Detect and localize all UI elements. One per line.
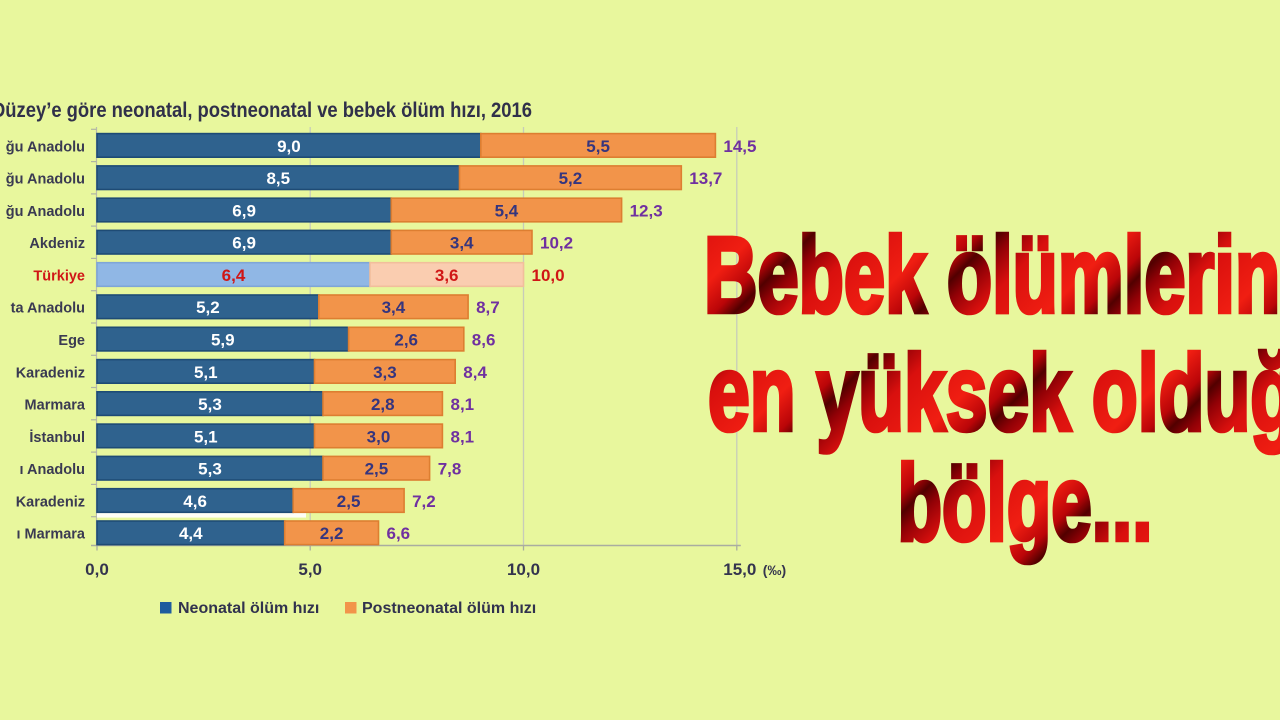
svg-text:3,3: 3,3: [373, 363, 397, 382]
svg-text:15,0: 15,0: [723, 560, 756, 579]
svg-text:2,2: 2,2: [320, 524, 344, 543]
svg-text:7,8: 7,8: [438, 460, 462, 479]
svg-text:5,1: 5,1: [194, 363, 218, 382]
svg-text:3,4: 3,4: [382, 298, 406, 317]
svg-text:14,5: 14,5: [723, 137, 756, 156]
svg-text:Ege: Ege: [58, 333, 85, 349]
svg-text:İstanbul: İstanbul: [29, 429, 85, 446]
svg-text:6,4: 6,4: [222, 266, 246, 285]
svg-text:2,5: 2,5: [365, 460, 389, 479]
svg-text:8,5: 8,5: [266, 169, 290, 188]
svg-text:ğu Anadolu: ğu Anadolu: [6, 204, 85, 220]
svg-text:5,0: 5,0: [298, 560, 322, 579]
svg-text:ı Marmara: ı Marmara: [16, 527, 85, 543]
svg-text:2,5: 2,5: [337, 492, 361, 511]
svg-text:(‰): (‰): [763, 562, 786, 578]
svg-text:6,9: 6,9: [232, 234, 256, 253]
svg-text:Bebek ölümlerinin: Bebek ölümlerinin: [704, 214, 1280, 335]
svg-text:3,4: 3,4: [450, 234, 474, 253]
svg-text:4,4: 4,4: [179, 524, 203, 543]
svg-text:bölge...: bölge...: [898, 442, 1153, 563]
svg-text:3,6: 3,6: [435, 266, 459, 285]
svg-text:8,6: 8,6: [472, 331, 496, 350]
svg-text:10,0: 10,0: [532, 266, 565, 285]
svg-text:Karadeniz: Karadeniz: [16, 365, 85, 381]
svg-text:5,4: 5,4: [495, 201, 519, 220]
svg-text:8,7: 8,7: [476, 298, 500, 317]
svg-text:Postneonatal ölüm hızı: Postneonatal ölüm hızı: [362, 600, 536, 617]
svg-text:2,6: 2,6: [394, 331, 418, 350]
svg-text:8,4: 8,4: [463, 363, 487, 382]
svg-text:Marmara: Marmara: [25, 398, 86, 414]
svg-text:13,7: 13,7: [689, 169, 722, 188]
svg-text:5,5: 5,5: [586, 137, 610, 156]
svg-text:10,0: 10,0: [507, 560, 540, 579]
svg-text:0,0: 0,0: [85, 560, 109, 579]
svg-text:3,0: 3,0: [367, 427, 391, 446]
svg-text:Akdeniz: Akdeniz: [29, 236, 85, 252]
svg-text:5,9: 5,9: [211, 331, 235, 350]
svg-text:5,3: 5,3: [198, 460, 222, 479]
svg-text:9,0: 9,0: [277, 137, 301, 156]
svg-text:ğu Anadolu: ğu Anadolu: [6, 172, 85, 188]
svg-text:ı Anadolu: ı Anadolu: [19, 462, 85, 478]
svg-text:Türkiye: Türkiye: [33, 268, 85, 284]
svg-text:ta Anadolu: ta Anadolu: [11, 301, 85, 317]
svg-text:5,2: 5,2: [559, 169, 583, 188]
svg-text:5,1: 5,1: [194, 427, 218, 446]
svg-text:6,6: 6,6: [387, 524, 411, 543]
svg-text:5,3: 5,3: [198, 395, 222, 414]
svg-text:4,6: 4,6: [183, 492, 207, 511]
svg-text:Karadeniz: Karadeniz: [16, 494, 85, 510]
svg-text:2,8: 2,8: [371, 395, 395, 414]
svg-text:ğu Anadolu: ğu Anadolu: [6, 139, 85, 155]
svg-text:8,1: 8,1: [451, 427, 475, 446]
svg-text:8,1: 8,1: [451, 395, 475, 414]
svg-text:en yüksek olduğu: en yüksek olduğu: [708, 332, 1280, 453]
svg-text:7,2: 7,2: [412, 492, 436, 511]
svg-text:Neonatal ölüm hızı: Neonatal ölüm hızı: [178, 600, 319, 617]
svg-text:10,2: 10,2: [540, 234, 573, 253]
svg-text:6,9: 6,9: [232, 201, 256, 220]
svg-text:12,3: 12,3: [630, 201, 663, 220]
svg-text:Düzey’e göre neonatal, postneo: Düzey’e göre neonatal, postneonatal ve b…: [0, 99, 532, 122]
svg-text:5,2: 5,2: [196, 298, 220, 317]
